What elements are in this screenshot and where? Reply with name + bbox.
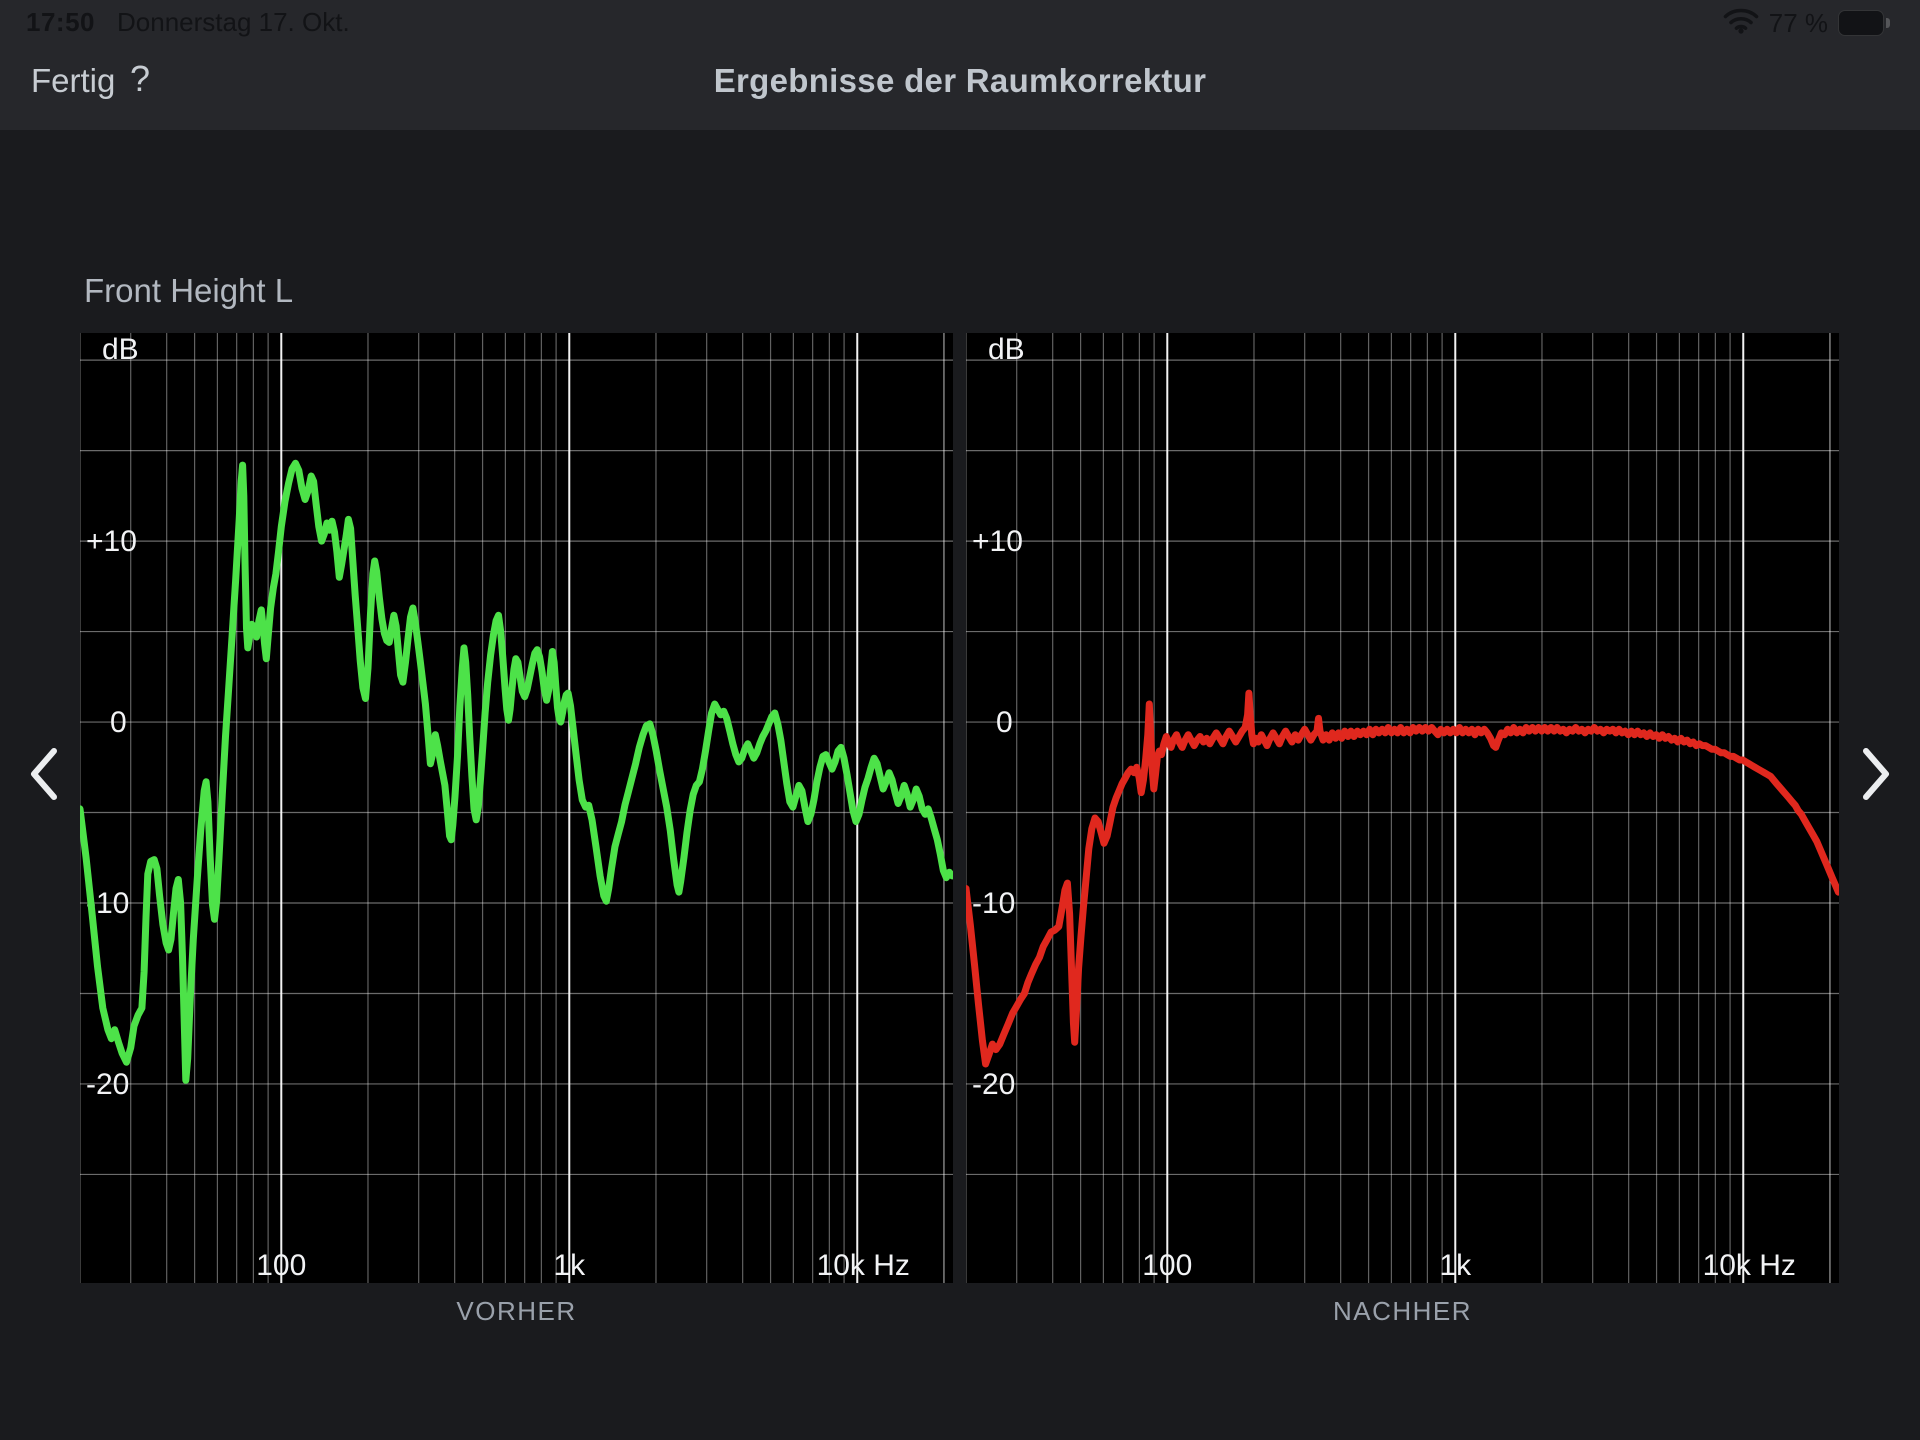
y-tick-label: 0 [996, 706, 1013, 739]
x-tick-label: 100 [256, 1249, 306, 1282]
status-bar: 17:50 Donnerstag 17. Okt. 77 % [0, 0, 1920, 44]
x-tick-label: 10k Hz [1703, 1249, 1796, 1282]
after-chart-svg: dB +10 0 -10 -20 100 1k 10k Hz [966, 333, 1839, 1283]
previous-speaker-button[interactable] [16, 744, 72, 806]
y-tick-label: -10 [972, 887, 1015, 920]
next-speaker-button[interactable] [1848, 744, 1904, 806]
done-button[interactable]: Fertig [31, 62, 116, 99]
battery-percent: 77 % [1768, 7, 1828, 38]
y-tick-label: 0 [110, 706, 127, 739]
clock: 17:50 [26, 7, 95, 37]
after-correction-curve [966, 689, 1839, 1068]
chart-plot-area [966, 333, 1839, 1283]
x-tick-label: 1k [1439, 1249, 1472, 1282]
before-correction-curve [80, 459, 953, 1084]
y-tick-label: -20 [86, 1068, 129, 1101]
page-title: Ergebnisse der Raumkorrektur [713, 62, 1207, 99]
after-chart: dB +10 0 -10 -20 100 1k 10k Hz [966, 333, 1839, 1283]
help-button[interactable]: ? [130, 58, 151, 99]
navigation-bar: Fertig ? Ergebnisse der Raumkorrektur [0, 44, 1920, 130]
x-tick-label: 10k Hz [817, 1249, 910, 1282]
y-tick-label: +10 [86, 525, 137, 558]
y-tick-label: -20 [972, 1068, 1015, 1101]
status-date: Donnerstag 17. Okt. [117, 7, 350, 37]
y-axis-unit-label: dB [988, 333, 1025, 366]
before-chart: dB +10 0 -10 -20 100 1k 10k Hz [80, 333, 953, 1283]
speaker-name-label: Front Height L [84, 272, 294, 309]
status-left: 17:50 Donnerstag 17. Okt. [26, 7, 350, 38]
battery-icon [1838, 10, 1890, 36]
y-axis-unit-label: dB [102, 333, 139, 366]
status-right: 77 % [1723, 7, 1890, 39]
after-chart-caption: NACHHER [1332, 1296, 1473, 1326]
chevron-left-icon [29, 747, 59, 804]
top-bar: 17:50 Donnerstag 17. Okt. 77 % [0, 0, 1920, 130]
wifi-icon [1723, 7, 1759, 39]
before-chart-caption: VORHER [456, 1296, 577, 1326]
x-tick-label: 100 [1142, 1249, 1192, 1282]
y-tick-label: +10 [972, 525, 1023, 558]
x-tick-label: 1k [553, 1249, 586, 1282]
chevron-right-icon [1861, 747, 1891, 804]
